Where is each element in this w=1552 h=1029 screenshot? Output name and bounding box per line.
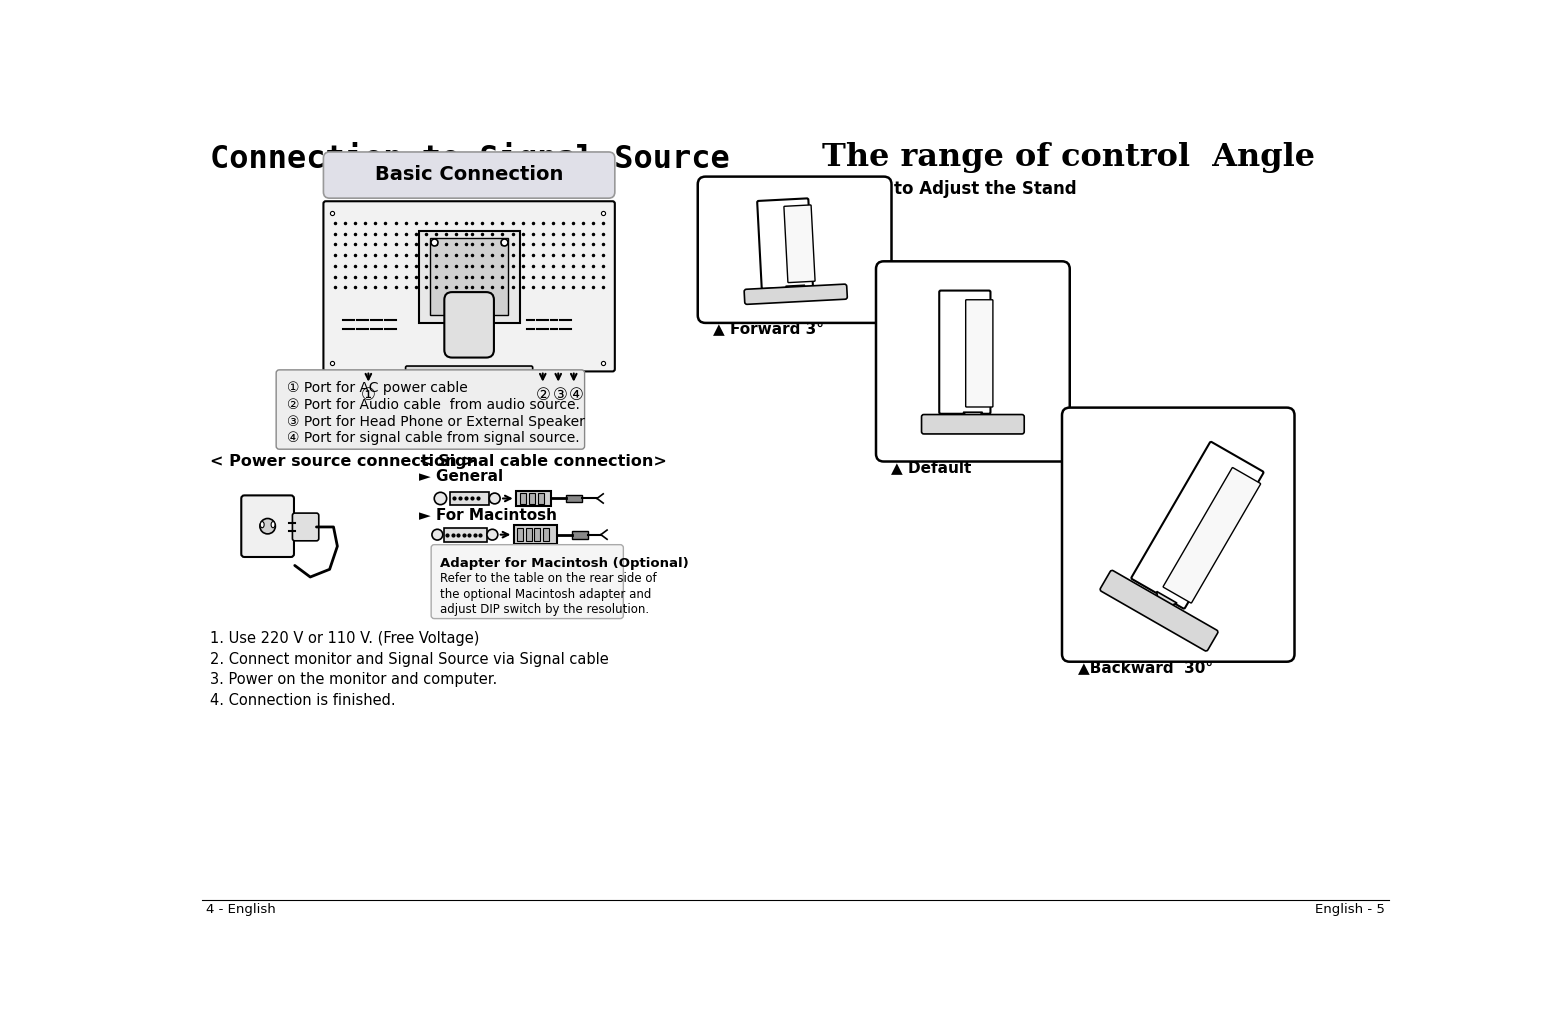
FancyBboxPatch shape — [276, 369, 585, 450]
Ellipse shape — [261, 522, 264, 528]
Bar — [520, 493, 526, 504]
FancyBboxPatch shape — [922, 415, 1024, 434]
Text: ▲ Default: ▲ Default — [891, 460, 972, 475]
Text: 4 - English: 4 - English — [205, 903, 275, 917]
Text: ②: ② — [535, 386, 551, 403]
Text: ▲Backward  30°: ▲Backward 30° — [1077, 661, 1212, 675]
FancyBboxPatch shape — [431, 544, 624, 618]
Text: Adapter for Macintosh (Optional): Adapter for Macintosh (Optional) — [441, 557, 689, 570]
Bar — [539, 493, 545, 504]
Text: ① Port for AC power cable: ① Port for AC power cable — [287, 381, 467, 395]
FancyBboxPatch shape — [965, 299, 993, 407]
Ellipse shape — [435, 492, 447, 504]
FancyBboxPatch shape — [323, 202, 615, 371]
Text: < Signal cable connection>: < Signal cable connection> — [419, 454, 667, 469]
FancyBboxPatch shape — [698, 177, 891, 323]
FancyBboxPatch shape — [292, 513, 318, 541]
Text: ► For Macintosh: ► For Macintosh — [419, 507, 557, 523]
Text: ④ Port for signal cable from signal source.: ④ Port for signal cable from signal sour… — [287, 431, 579, 446]
Text: 2. Connect monitor and Signal Source via Signal cable: 2. Connect monitor and Signal Source via… — [210, 651, 608, 667]
Bar — [566, 495, 582, 502]
Bar — [573, 531, 588, 538]
FancyBboxPatch shape — [939, 290, 990, 414]
Bar — [419, 230, 520, 323]
Text: the optional Macintosh adapter and: the optional Macintosh adapter and — [441, 588, 652, 601]
Bar — [444, 528, 487, 541]
FancyBboxPatch shape — [757, 199, 813, 289]
Ellipse shape — [272, 522, 275, 528]
Text: Refer to the table on the rear side of: Refer to the table on the rear side of — [441, 572, 656, 586]
Text: ▼ How to Adjust the Stand: ▼ How to Adjust the Stand — [829, 180, 1077, 199]
Text: The range of control  Angle: The range of control Angle — [821, 142, 1315, 173]
Ellipse shape — [259, 519, 275, 534]
Polygon shape — [785, 285, 805, 289]
Bar — [526, 529, 532, 541]
Text: 1. Use 220 V or 110 V. (Free Voltage): 1. Use 220 V or 110 V. (Free Voltage) — [210, 631, 480, 646]
FancyBboxPatch shape — [743, 284, 847, 305]
Text: ③: ③ — [553, 386, 566, 403]
FancyBboxPatch shape — [1100, 570, 1218, 651]
Bar — [450, 492, 489, 504]
FancyBboxPatch shape — [784, 205, 815, 283]
Polygon shape — [964, 413, 982, 417]
Text: 3. Power on the monitor and computer.: 3. Power on the monitor and computer. — [210, 673, 497, 687]
FancyBboxPatch shape — [875, 261, 1069, 462]
Text: Connection to Signal Source: Connection to Signal Source — [210, 142, 729, 175]
Bar — [517, 529, 523, 541]
Text: ④: ④ — [568, 386, 584, 403]
Bar — [543, 529, 549, 541]
Text: ▲ Forward 3°: ▲ Forward 3° — [714, 321, 824, 336]
Text: < Power source connection >: < Power source connection > — [210, 454, 475, 469]
Text: ③ Port for Head Phone or External Speaker: ③ Port for Head Phone or External Speake… — [287, 415, 585, 428]
Ellipse shape — [489, 493, 500, 504]
Bar — [517, 491, 551, 506]
FancyBboxPatch shape — [323, 152, 615, 199]
Text: English - 5: English - 5 — [1315, 903, 1386, 917]
FancyBboxPatch shape — [1062, 407, 1294, 662]
Text: adjust DIP switch by the resolution.: adjust DIP switch by the resolution. — [441, 603, 650, 616]
Polygon shape — [1156, 592, 1176, 606]
Bar — [430, 238, 508, 315]
Bar — [514, 526, 557, 544]
Bar — [529, 493, 535, 504]
Text: ► General: ► General — [419, 469, 503, 485]
FancyBboxPatch shape — [1162, 467, 1260, 603]
Text: ② Port for Audio cable  from audio source.: ② Port for Audio cable from audio source… — [287, 397, 580, 412]
FancyBboxPatch shape — [444, 292, 494, 357]
Ellipse shape — [487, 529, 498, 540]
FancyBboxPatch shape — [405, 366, 532, 385]
Text: ①: ① — [362, 386, 376, 403]
FancyBboxPatch shape — [1131, 441, 1263, 608]
Text: Basic Connection: Basic Connection — [376, 165, 563, 184]
Text: 4. Connection is finished.: 4. Connection is finished. — [210, 694, 396, 708]
FancyBboxPatch shape — [241, 495, 293, 557]
Bar — [534, 529, 540, 541]
Ellipse shape — [431, 529, 442, 540]
